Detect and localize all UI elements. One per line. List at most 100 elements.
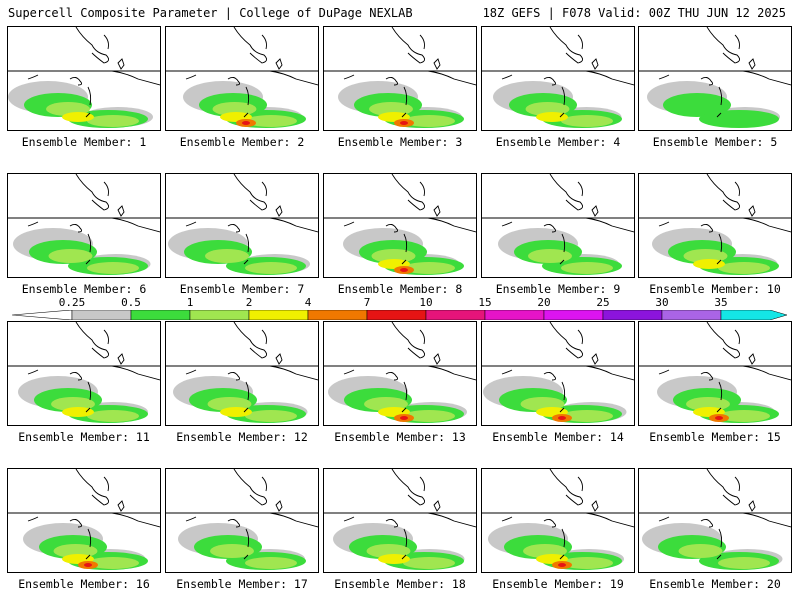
scp-map (8, 469, 160, 570)
scp-contour-red (558, 563, 566, 567)
scp-map (166, 469, 318, 570)
scp-map (639, 174, 791, 275)
scp-map (482, 174, 634, 275)
panel-label: Ensemble Member: 12 (176, 430, 308, 444)
scp-map (166, 27, 318, 128)
ensemble-panel (165, 173, 319, 278)
colorbar-segment (71, 310, 132, 320)
scp-map (639, 27, 791, 128)
panel-label: Ensemble Member: 5 (652, 135, 778, 149)
panel-label: Ensemble Member: 16 (18, 577, 150, 591)
ensemble-panel (7, 26, 161, 131)
scp-contour-lightgreen (245, 262, 297, 274)
scp-map (482, 469, 634, 570)
colorbar-tick-label: 10 (419, 296, 433, 309)
ensemble-panel (481, 321, 635, 426)
scp-map (482, 322, 634, 423)
ensemble-panel (7, 321, 161, 426)
scp-contour-lightgreen (53, 544, 98, 558)
scp-contour-lightgreen (212, 102, 257, 116)
panel-label: Ensemble Member: 4 (495, 135, 621, 149)
ensemble-panel (638, 173, 792, 278)
colorbar-segment (307, 310, 368, 320)
scp-map (324, 27, 476, 128)
colorbar-segment (130, 310, 191, 320)
scp-contour-red (715, 416, 723, 420)
ensemble-panel (323, 321, 477, 426)
scp-map (482, 27, 634, 128)
colorbar-tick-label: 35 (714, 296, 728, 309)
scp-contour-red (242, 121, 250, 125)
scp-map (8, 322, 160, 423)
scp-contour-lightgreen (87, 410, 139, 422)
ensemble-panel (7, 468, 161, 573)
panel-label: Ensemble Member: 1 (21, 135, 147, 149)
scp-contour-lightgreen (718, 262, 770, 274)
scp-map (8, 174, 160, 275)
ensemble-panel (165, 26, 319, 131)
colorbar (12, 310, 787, 320)
colorbar-segment (543, 310, 604, 320)
scp-contour-lightgreen (245, 115, 297, 127)
scp-contour-lightgreen (87, 557, 139, 569)
colorbar-min-arrow (12, 310, 73, 320)
ensemble-panel (638, 321, 792, 426)
panel-label: Ensemble Member: 7 (179, 282, 305, 296)
colorbar-tick-label: 20 (537, 296, 551, 309)
scp-map (166, 174, 318, 275)
scp-contour-lightgreen (245, 410, 297, 422)
panel-label: Ensemble Member: 2 (179, 135, 305, 149)
scp-map (324, 322, 476, 423)
colorbar-tick-label: 30 (655, 296, 669, 309)
scp-contour-red (84, 563, 92, 567)
scp-contour-yellow (220, 407, 252, 417)
colorbar-segment (366, 310, 427, 320)
colorbar-tick-label: 15 (478, 296, 492, 309)
ensemble-panel (165, 468, 319, 573)
panel-label: Ensemble Member: 10 (649, 282, 781, 296)
scp-contour-lightgreen (87, 115, 139, 127)
colorbar-tick-label: 0.25 (58, 296, 86, 309)
scp-contour-yellow (693, 259, 725, 269)
scp-map (166, 322, 318, 423)
scp-contour-lightgreen (686, 397, 730, 411)
scp-contour-lightgreen (718, 410, 770, 422)
colorbar-tick-label: 1 (186, 296, 194, 309)
scp-map (324, 469, 476, 570)
colorbar-tick-label: 0.5 (121, 296, 141, 309)
ensemble-panel (481, 173, 635, 278)
colorbar-segment (248, 310, 309, 320)
scp-contour-lightgreen (205, 249, 249, 263)
scp-contour-lightgreen (210, 544, 254, 558)
colorbar-segment (661, 310, 722, 320)
ensemble-panel (638, 26, 792, 131)
scp-contour-yellow (378, 554, 410, 564)
scp-contour-lightgreen (561, 557, 613, 569)
ensemble-panel (7, 173, 161, 278)
colorbar-tick-label: 4 (304, 296, 312, 309)
panel-label: Ensemble Member: 20 (649, 577, 781, 591)
scp-contour-lightgreen (403, 115, 455, 127)
ensemble-panel (165, 321, 319, 426)
scp-contour-red (400, 416, 408, 420)
scp-contour-yellow (62, 407, 94, 417)
scp-contour-lightgreen (48, 249, 93, 263)
panel-label: Ensemble Member: 3 (337, 135, 463, 149)
panel-label: Ensemble Member: 6 (21, 282, 147, 296)
scp-contour-lightgreen (683, 249, 728, 263)
panel-label: Ensemble Member: 15 (649, 430, 781, 444)
scp-contour-lightgreen (403, 410, 455, 422)
scp-contour-lightgreen (371, 249, 416, 263)
scp-map (8, 27, 160, 128)
page-title: Supercell Composite Parameter | College … (8, 6, 413, 20)
colorbar-tick-label: 25 (596, 296, 610, 309)
ensemble-panel (323, 26, 477, 131)
scp-contour-lightgreen (528, 249, 572, 263)
colorbar-tick-label: 2 (245, 296, 253, 309)
colorbar-segment (484, 310, 545, 320)
scp-contour-lightgreen (718, 557, 770, 569)
scp-contour-lightgreen (561, 115, 613, 127)
panel-label: Ensemble Member: 8 (337, 282, 463, 296)
scp-contour-lightgreen (403, 262, 455, 274)
